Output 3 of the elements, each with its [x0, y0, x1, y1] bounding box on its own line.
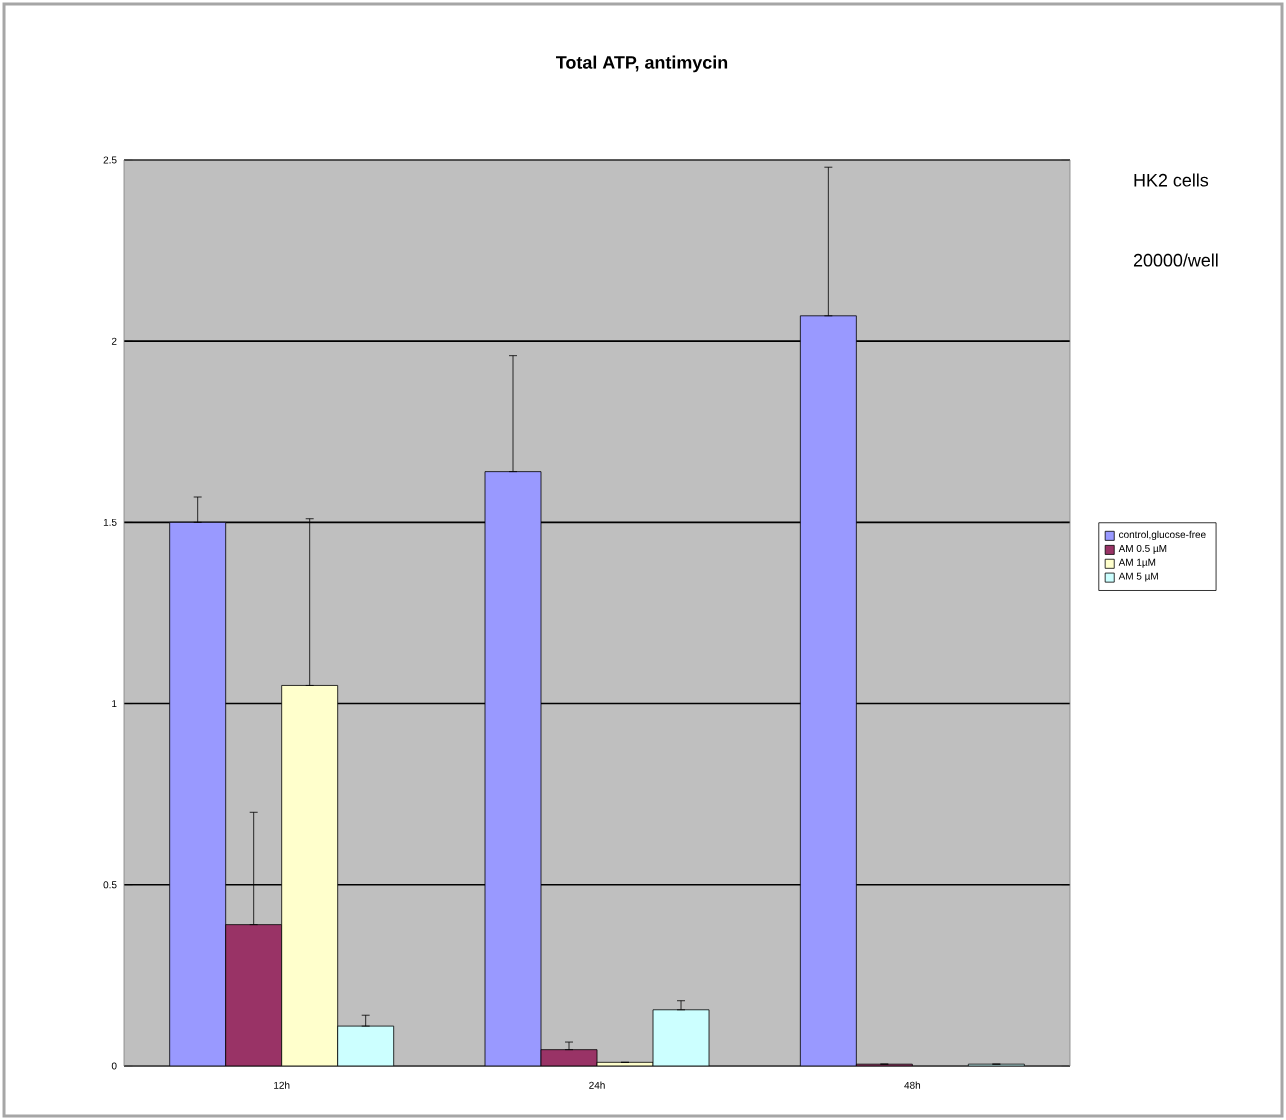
chart-title: Total ATP, antimycin — [556, 55, 728, 73]
text: 20000/well — [1133, 253, 1218, 267]
text: HK2 cells — [1134, 173, 1209, 187]
